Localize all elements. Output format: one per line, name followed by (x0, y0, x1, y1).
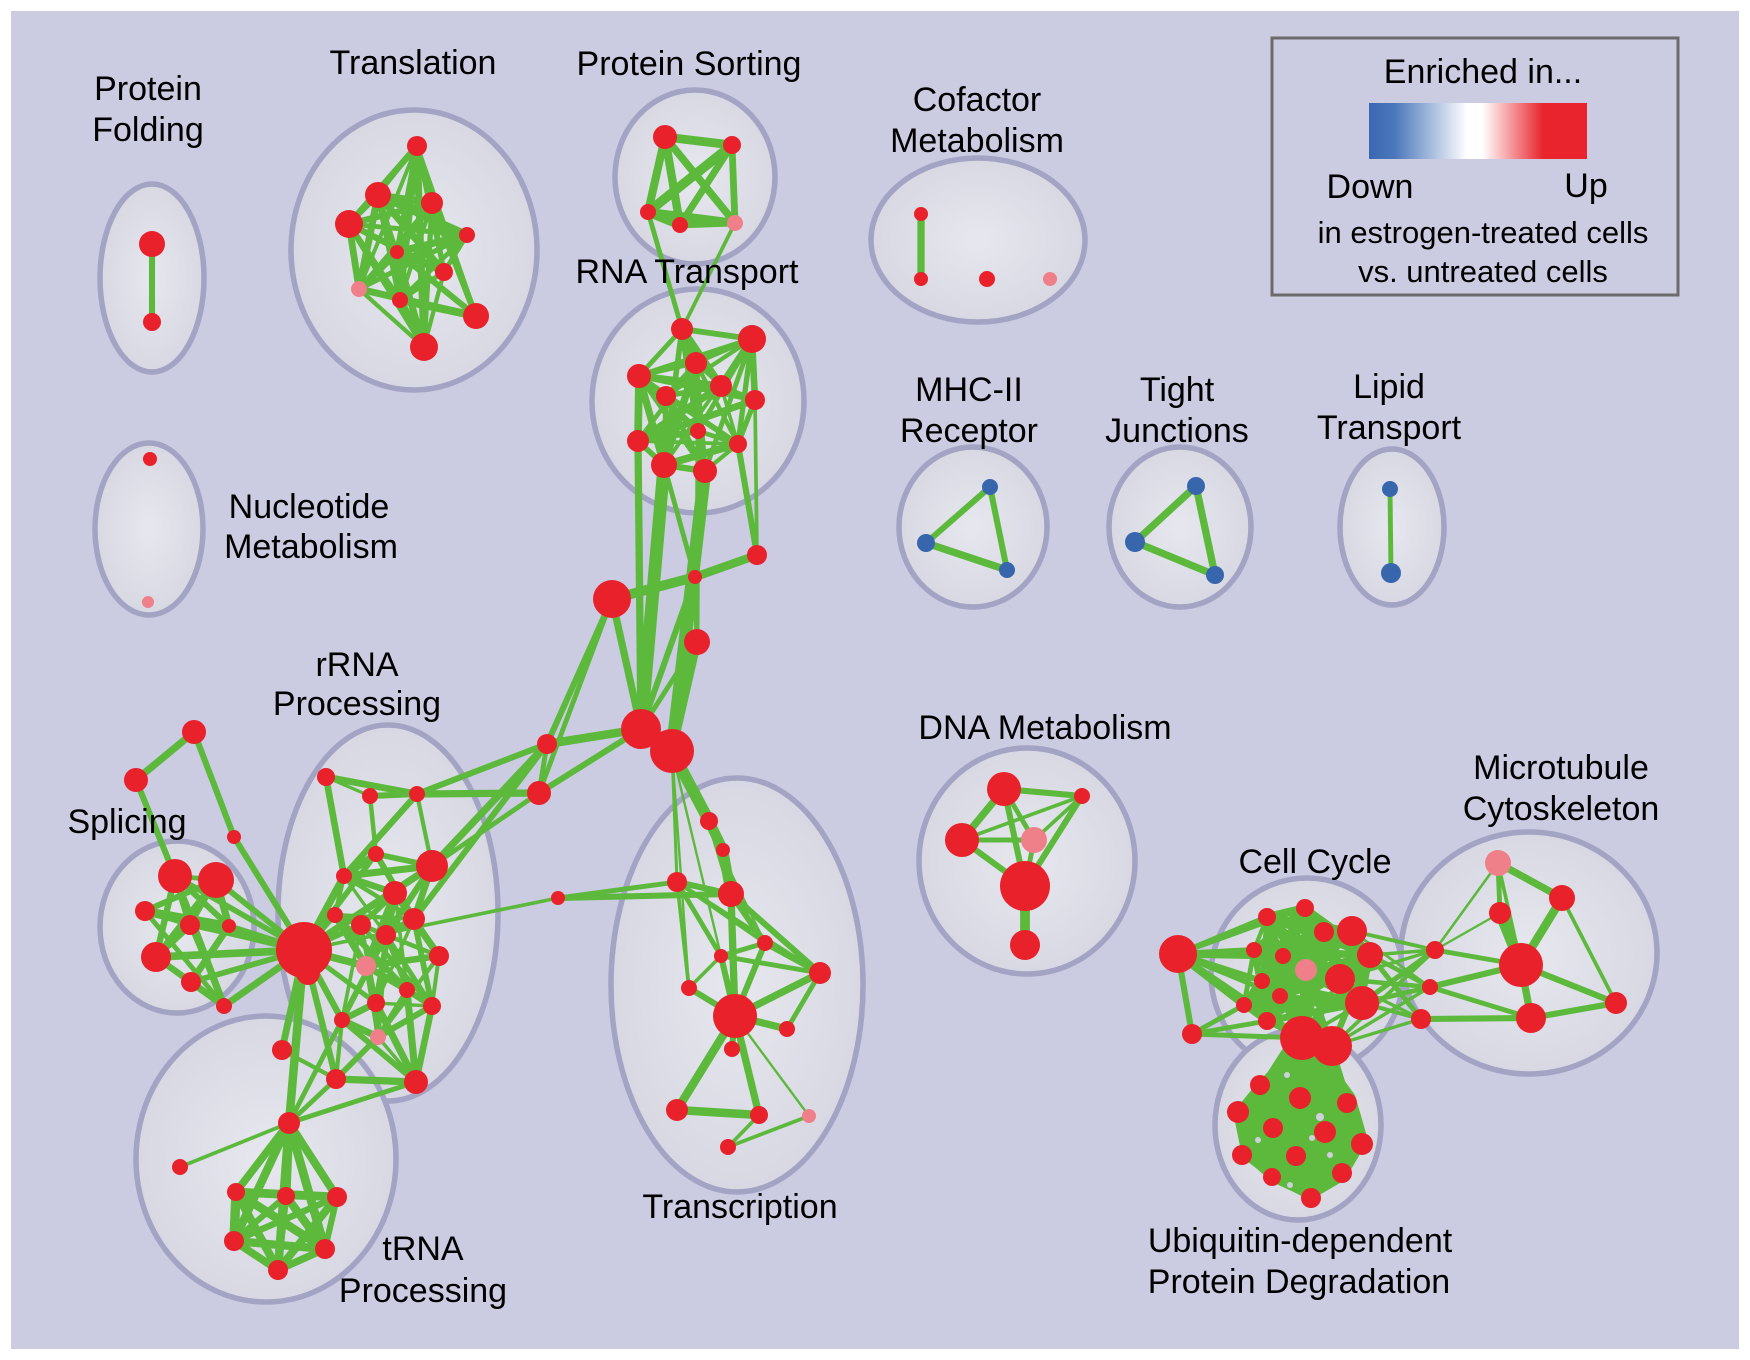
svg-text:Processing: Processing (339, 1272, 507, 1310)
svg-text:RNA Transport: RNA Transport (576, 253, 800, 291)
svg-text:rRNA: rRNA (315, 646, 398, 684)
svg-text:Translation: Translation (330, 44, 497, 82)
svg-text:Down: Down (1327, 168, 1414, 206)
svg-text:Nucleotide: Nucleotide (229, 488, 390, 526)
svg-text:Enriched in...: Enriched in... (1384, 53, 1582, 91)
svg-text:Microtubule: Microtubule (1473, 749, 1649, 787)
svg-text:Protein Sorting: Protein Sorting (577, 45, 802, 83)
svg-text:Receptor: Receptor (900, 412, 1038, 450)
svg-text:tRNA: tRNA (382, 1230, 464, 1268)
svg-text:Metabolism: Metabolism (224, 528, 398, 566)
svg-text:Processing: Processing (273, 685, 441, 723)
svg-text:DNA Metabolism: DNA Metabolism (918, 709, 1171, 747)
svg-text:Lipid: Lipid (1353, 368, 1425, 406)
svg-text:Folding: Folding (92, 111, 204, 149)
svg-text:Transport: Transport (1317, 409, 1462, 447)
svg-text:Tight: Tight (1140, 371, 1215, 409)
svg-text:Transcription: Transcription (642, 1188, 837, 1226)
svg-text:Protein: Protein (94, 70, 202, 108)
svg-text:Ubiquitin-dependent: Ubiquitin-dependent (1148, 1222, 1453, 1260)
svg-text:in estrogen-treated cells: in estrogen-treated cells (1318, 215, 1649, 250)
svg-text:MHC-II: MHC-II (915, 371, 1023, 409)
svg-text:Cofactor: Cofactor (913, 81, 1042, 119)
svg-text:vs. untreated cells: vs. untreated cells (1358, 254, 1608, 289)
svg-text:Up: Up (1564, 167, 1607, 205)
svg-text:Splicing: Splicing (67, 803, 186, 841)
svg-text:Junctions: Junctions (1105, 412, 1249, 450)
svg-text:Metabolism: Metabolism (890, 122, 1064, 160)
svg-text:Protein Degradation: Protein Degradation (1148, 1263, 1450, 1301)
svg-text:Cell Cycle: Cell Cycle (1238, 843, 1391, 881)
svg-text:Cytoskeleton: Cytoskeleton (1463, 790, 1660, 828)
